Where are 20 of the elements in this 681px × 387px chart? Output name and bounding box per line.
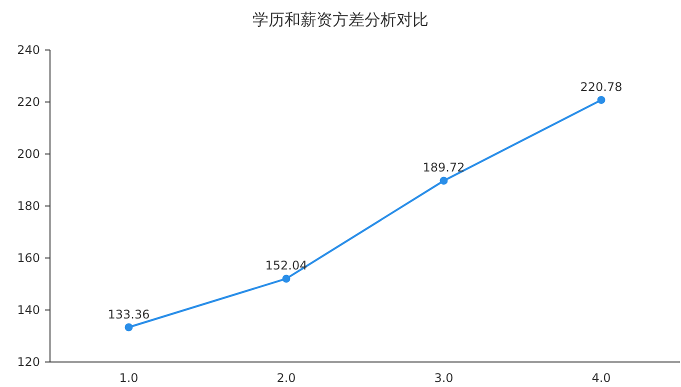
data-label: 189.72 — [422, 160, 465, 175]
data-label: 133.36 — [108, 307, 150, 322]
y-tick-label: 220 — [17, 95, 40, 109]
data-label: 152.04 — [265, 258, 308, 273]
x-tick-label: 1.0 — [119, 371, 138, 385]
y-tick-label: 240 — [17, 43, 40, 57]
y-tick-label: 140 — [17, 303, 40, 317]
chart-title: 学历和薪资方差分析对比 — [252, 10, 428, 29]
point — [597, 96, 606, 104]
x-tick-label: 2.0 — [276, 371, 296, 385]
y-tick-label: 160 — [17, 251, 40, 265]
y-tick-label: 120 — [17, 355, 40, 369]
y-tick-label: 180 — [17, 199, 40, 213]
point — [124, 323, 133, 332]
x-tick-label: 4.0 — [592, 371, 611, 385]
data-label: 220.78 — [580, 80, 622, 94]
y-tick-label: 200 — [17, 147, 40, 161]
point — [282, 274, 290, 283]
x-tick-label: 3.0 — [434, 371, 454, 385]
point — [440, 176, 448, 185]
